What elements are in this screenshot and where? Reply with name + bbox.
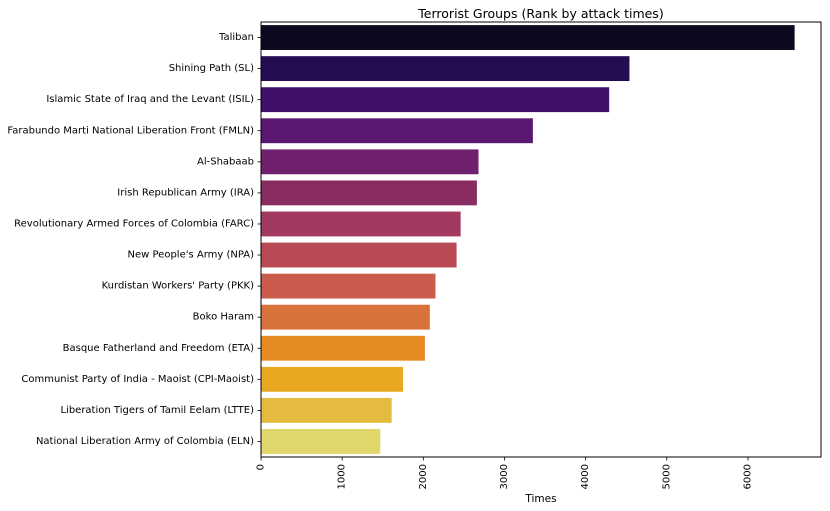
x-tick-label: 1000 bbox=[337, 464, 348, 489]
x-axis-ticks: 0 1000 2000 3000 4000 5000 6000 bbox=[256, 457, 753, 489]
y-tick-label: Revolutionary Armed Forces of Colombia (… bbox=[14, 218, 254, 229]
bar bbox=[261, 242, 457, 268]
x-axis-label: Times bbox=[524, 493, 556, 505]
x-tick-label: 0 bbox=[256, 464, 267, 470]
y-tick-label: Taliban bbox=[218, 32, 254, 43]
x-tick-label: 2000 bbox=[418, 464, 429, 489]
bar bbox=[261, 56, 630, 82]
y-tick-label: Basque Fatherland and Freedom (ETA) bbox=[63, 343, 254, 354]
y-tick-label: Liberation Tigers of Tamil Eelam (LTTE) bbox=[60, 405, 254, 416]
bar bbox=[261, 335, 425, 361]
bar bbox=[261, 149, 479, 175]
x-tick-label: 3000 bbox=[499, 464, 510, 489]
bar bbox=[261, 273, 436, 299]
bar bbox=[261, 118, 533, 144]
bar bbox=[261, 87, 610, 113]
bar bbox=[261, 397, 392, 423]
bar bbox=[261, 211, 461, 237]
bars-group bbox=[261, 25, 795, 454]
y-axis-tick-labels: Taliban Shining Path (SL) Islamic State of… bbox=[7, 32, 261, 447]
y-tick-label: Irish Republican Army (IRA) bbox=[117, 187, 254, 198]
bar bbox=[261, 180, 477, 206]
y-tick-label: Communist Party of India - Maoist (CPI-M… bbox=[21, 374, 254, 385]
bar bbox=[261, 25, 795, 50]
y-tick-label: National Liberation Army of Colombia (EL… bbox=[36, 436, 254, 447]
y-tick-label: Islamic State of Iraq and the Levant (IS… bbox=[46, 94, 254, 105]
chart-title: Terrorist Groups (Rank by attack times) bbox=[417, 6, 663, 21]
y-tick-label: Shining Path (SL) bbox=[169, 63, 254, 74]
x-tick-label: 5000 bbox=[661, 464, 672, 489]
y-tick-label: Farabundo Marti National Liberation Fron… bbox=[7, 125, 254, 136]
bar bbox=[261, 429, 381, 454]
y-tick-label: Kurdistan Workers' Party (PKK) bbox=[102, 281, 254, 292]
bar bbox=[261, 304, 430, 330]
bar bbox=[261, 366, 404, 392]
x-tick-label: 4000 bbox=[580, 464, 591, 489]
x-tick-label: 6000 bbox=[742, 464, 753, 489]
plot-frame bbox=[260, 21, 822, 458]
y-tick-label: Al-Shabaab bbox=[197, 156, 254, 167]
y-tick-label: Boko Haram bbox=[193, 312, 254, 323]
y-tick-label: New People's Army (NPA) bbox=[128, 250, 255, 261]
